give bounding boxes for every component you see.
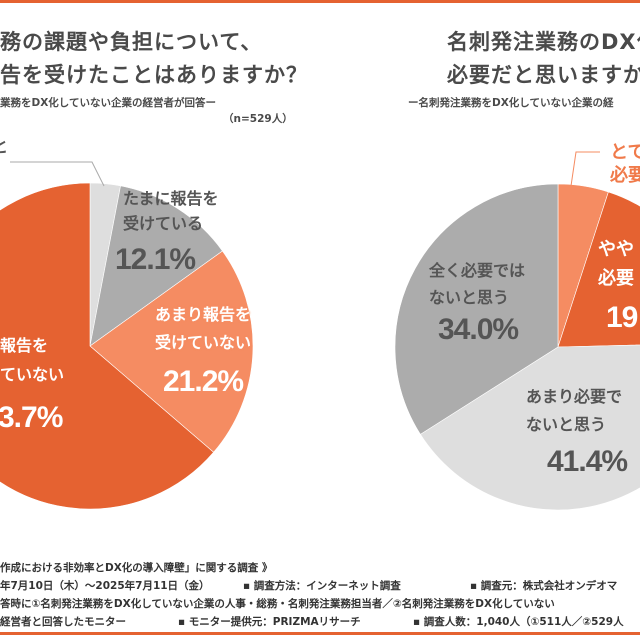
pct-not-really: 41.4%: [547, 445, 628, 478]
bottom-accent-bar: [0, 632, 640, 635]
label-very-needed-1: とて: [610, 142, 640, 163]
top-accent-bar: [0, 0, 640, 3]
pie-slice: [419, 344, 640, 511]
footer-method: ▪ 調査方法：インターネット調査: [243, 580, 401, 592]
left-pie: [0, 182, 254, 510]
label-somewhat-needed-1: やや: [598, 239, 634, 260]
right-subtitle: ー名刺発注業務をDX化していない企業の経: [408, 97, 614, 109]
label-not-at-all-1: 全く必要では: [429, 261, 526, 280]
label-somewhat-needed-2: 必要: [598, 268, 634, 289]
label-never-2: ていない: [0, 365, 65, 384]
label-never-1: 報告を: [0, 336, 49, 355]
label-very-needed-2: 必要: [610, 165, 640, 186]
right-leader-line: [570, 151, 600, 187]
label-not-at-all-2: ないと思う: [429, 288, 510, 307]
footer-survey-title: 作成における非効率とDX化の導入障壁」に関する調査 》: [0, 562, 273, 574]
left-leader-line: [10, 161, 105, 187]
pct-not-at-all: 34.0%: [438, 313, 519, 346]
pct-rarely: 21.2%: [163, 365, 244, 398]
left-sample-size: （n=529人）: [223, 113, 293, 125]
pct-somewhat-needed: 19: [606, 301, 638, 334]
left-top-label-fragment: と: [0, 137, 9, 156]
footer-period: 年7月10日（木）～2025年7月11日（金）: [0, 580, 210, 592]
label-sometimes-2: 受けている: [123, 214, 204, 233]
pct-never: 3.7%: [0, 401, 63, 434]
footer-sample-count: ▪ 調査人数：1,040人（①511人／②529人: [413, 616, 624, 628]
label-rarely-2: 受けていない: [155, 333, 252, 352]
pie-slice: [557, 191, 640, 348]
pct-sometimes: 12.1%: [115, 243, 196, 276]
right-pie: [394, 183, 640, 511]
footer-subjects: 答時に①名刺発注業務をDX化していない企業の人事・総務・名刺発注業務担当者／②名…: [0, 598, 555, 610]
footer-organizer: ▪ 調査元：株式会社オンデオマ: [470, 580, 618, 592]
pie-slice: [89, 185, 223, 347]
pie-slice: [394, 183, 559, 435]
right-title-line-1: 名刺発注業務のDX化: [447, 30, 640, 54]
label-not-really-1: あまり必要で: [526, 387, 623, 406]
left-subtitle: 業務をDX化していない企業の経営者が回答ー: [0, 97, 216, 109]
left-title-line-1: 務の課題や負担について、: [0, 30, 263, 54]
label-not-really-2: ないと思う: [526, 415, 607, 434]
label-sometimes-1: たまに報告を: [123, 189, 219, 208]
footer-subjects-cont: 経営者と回答したモニター: [0, 616, 126, 628]
right-title-line-2: 必要だと思いますか: [447, 63, 640, 87]
footer-panel-provider: ▪ モニター提供元：PRIZMAリサーチ: [178, 616, 361, 628]
pie-slice: [89, 250, 254, 453]
pie-slice: [0, 182, 215, 510]
left-title-line-2: 告を受けたことはありますか？: [0, 63, 308, 87]
label-rarely-1: あまり報告を: [155, 305, 252, 324]
